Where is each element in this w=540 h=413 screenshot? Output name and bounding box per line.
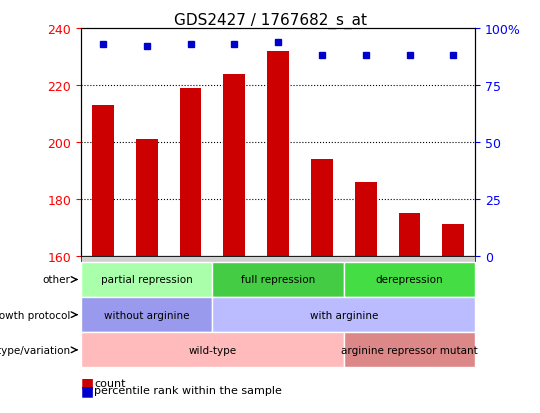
Text: ■: ■ <box>81 376 94 390</box>
Text: wild-type: wild-type <box>188 345 237 355</box>
Bar <box>355 182 377 256</box>
Text: growth protocol: growth protocol <box>0 310 70 320</box>
Text: partial repression: partial repression <box>101 275 193 285</box>
Text: percentile rank within the sample: percentile rank within the sample <box>94 385 282 395</box>
Bar <box>92 106 114 256</box>
Text: GDS2427 / 1767682_s_at: GDS2427 / 1767682_s_at <box>173 12 367 28</box>
Bar <box>399 214 421 256</box>
Text: other: other <box>42 275 70 285</box>
Bar <box>267 52 289 256</box>
Bar <box>136 140 158 256</box>
Text: with arginine: with arginine <box>309 310 378 320</box>
Text: count: count <box>94 378 126 388</box>
Bar <box>224 74 245 256</box>
Bar <box>311 159 333 256</box>
Text: full repression: full repression <box>241 275 315 285</box>
Text: without arginine: without arginine <box>104 310 190 320</box>
Bar <box>442 225 464 256</box>
Text: derepression: derepression <box>376 275 443 285</box>
Text: genotype/variation: genotype/variation <box>0 345 70 355</box>
Bar <box>179 88 201 256</box>
Text: arginine repressor mutant: arginine repressor mutant <box>341 345 478 355</box>
Text: ■: ■ <box>81 383 94 397</box>
